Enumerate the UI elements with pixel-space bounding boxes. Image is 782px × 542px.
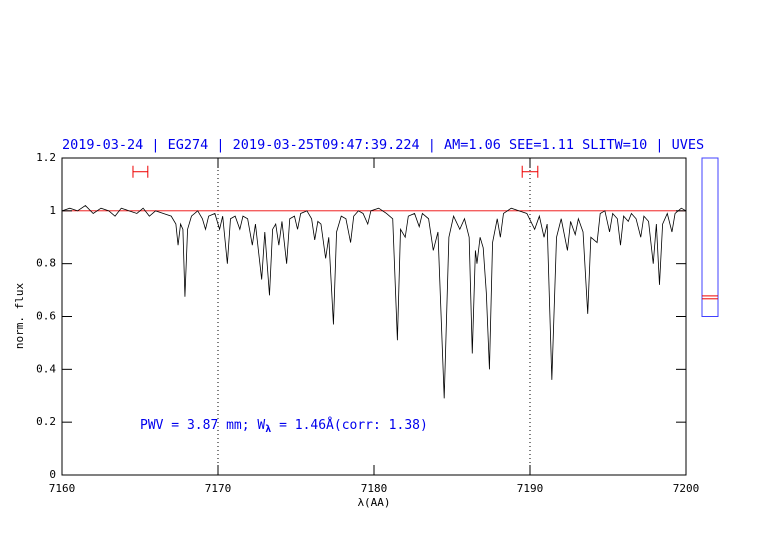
- spectrum-line: [61, 205, 687, 399]
- x-axis-label: λ(AA): [357, 496, 390, 509]
- y-tick-label: 0.6: [36, 310, 56, 323]
- annotation-part: λ: [265, 424, 271, 435]
- y-tick-label: 0.8: [36, 257, 56, 270]
- y-tick-label: 0.4: [36, 362, 56, 375]
- y-tick-label: 0: [49, 468, 56, 481]
- x-tick-label: 7180: [361, 482, 388, 495]
- interval-marker: [132, 165, 149, 178]
- y-tick-label: 0.2: [36, 415, 56, 428]
- annotation-part: = 1.46Å(corr: 1.38): [271, 416, 428, 432]
- x-tick-label: 7170: [205, 482, 232, 495]
- x-tick-label: 7160: [49, 482, 76, 495]
- interval-marker: [521, 165, 539, 178]
- chart-title: 2019-03-24 | EG274 | 2019-03-25T09:47:39…: [62, 137, 704, 153]
- x-tick-label: 7200: [673, 482, 700, 495]
- y-axis-label: norm. flux: [13, 283, 26, 350]
- y-tick-label: 1: [49, 204, 56, 217]
- x-tick-label: 7190: [517, 482, 544, 495]
- annotation-part: PWV = 3.87 mm; W: [140, 417, 265, 432]
- y-tick-label: 1.2: [36, 151, 56, 164]
- side-panel: [701, 157, 719, 317]
- annotation: PWV = 3.87 mm; Wλ = 1.46Å(corr: 1.38): [140, 416, 428, 435]
